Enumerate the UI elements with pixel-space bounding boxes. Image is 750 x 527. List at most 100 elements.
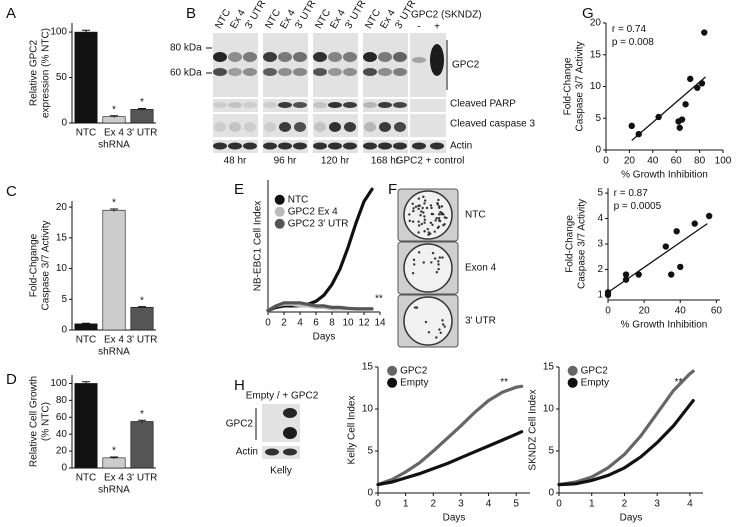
y-tick-label: 15 [362, 362, 374, 373]
legend-label: GPC2 [400, 365, 428, 376]
error-bar [82, 322, 90, 325]
blot-band [412, 57, 426, 63]
colony-label: 3' UTR [465, 316, 496, 327]
scatter-point [705, 212, 713, 220]
x-tick-label: 60 [711, 306, 723, 317]
y-axis-label: SKNDZ Cell Index [528, 389, 539, 470]
blot-band [313, 68, 327, 76]
annotation: ** [375, 293, 383, 304]
colony [434, 219, 437, 222]
blot-band [313, 142, 327, 150]
colony [439, 210, 442, 214]
y-tick-label: 10 [56, 263, 68, 274]
y-tick-label: 60 [56, 412, 68, 423]
colony [408, 219, 411, 223]
scatter-point [662, 243, 670, 250]
blot-band [228, 102, 242, 108]
panel-label: G [582, 5, 594, 22]
colony [431, 251, 435, 255]
lane-label: + [434, 22, 440, 33]
colony [414, 205, 418, 208]
blot-band [293, 102, 307, 108]
x-tick-label: 3 [654, 499, 660, 510]
blot-band [363, 52, 377, 62]
colony [445, 216, 448, 220]
x-tick-label: 3' UTR [127, 473, 158, 484]
blot-panel [213, 99, 258, 112]
blot-band [243, 52, 257, 62]
line-series [266, 301, 374, 313]
error-bar [110, 115, 118, 118]
legend-marker [274, 218, 285, 229]
colony [437, 213, 441, 216]
blot-band [213, 68, 227, 76]
y-tick-label: 15 [590, 49, 602, 60]
colony [433, 257, 437, 260]
blot-band [329, 122, 341, 132]
significance-mark: * [140, 295, 144, 306]
colony [422, 211, 425, 214]
blot-band [363, 102, 377, 108]
colony [423, 215, 426, 218]
colony [417, 224, 421, 227]
y-tick-label: 2 [597, 264, 603, 275]
colony [419, 214, 422, 217]
x-tick-label: 60 [671, 156, 683, 167]
colony [421, 206, 424, 210]
y-tick-label: 20 [590, 18, 602, 29]
scatter-point [677, 263, 684, 271]
x-tick-label: 3' UTR [127, 128, 158, 139]
blot-band [243, 102, 257, 108]
colony [417, 251, 421, 254]
colony [442, 224, 445, 227]
colony [424, 320, 428, 324]
line-series [376, 384, 524, 487]
bar [102, 116, 126, 124]
legend-label: Empty [400, 377, 428, 388]
scatter-point [673, 228, 680, 235]
blot-band [243, 68, 257, 76]
bar [130, 421, 154, 469]
colony [422, 195, 425, 199]
blot-band [278, 68, 292, 76]
x-axis-label: shRNA [98, 140, 130, 151]
panel-label: E [234, 181, 244, 198]
blot-panel [213, 114, 258, 137]
y-tick-label: 0 [61, 463, 67, 474]
colony [430, 261, 433, 264]
legend-label: GPC2 3' UTR [288, 218, 349, 229]
colony-label: Exon 4 [465, 263, 497, 274]
x-tick-label: 4 [486, 499, 492, 510]
blot-band [279, 122, 291, 132]
blot-band [328, 52, 342, 62]
blot-title: Empty / + GPC2 [246, 391, 319, 402]
colony [431, 212, 435, 216]
fit-line [631, 76, 706, 141]
y-tick-label: 5 [548, 446, 554, 457]
colony [427, 233, 430, 236]
x-axis-label: % Growth Inhibition [621, 170, 708, 181]
x-tick-label: 0 [603, 156, 609, 167]
colony [436, 226, 440, 230]
error-bar [82, 381, 90, 386]
colony [438, 205, 441, 208]
y-tick-label: 5 [61, 294, 67, 305]
blot-panel [313, 33, 358, 97]
blot-band [363, 142, 377, 150]
x-tick-label: 2 [622, 499, 628, 510]
colony [441, 256, 444, 259]
marker-label: 60 kDa [170, 68, 202, 79]
bar [102, 209, 126, 331]
blot-band [328, 102, 342, 108]
x-tick-label: 14 [374, 318, 386, 329]
x-axis-label: % Growth Inhibition [621, 320, 708, 331]
y-axis-label: Relative Cell Growth [29, 376, 40, 467]
y-tick-label: 5 [597, 188, 603, 199]
y-tick-label: 15 [56, 232, 68, 243]
colony [436, 203, 440, 206]
colony [417, 207, 420, 211]
colony [435, 271, 439, 274]
colony [441, 323, 445, 326]
y-tick-label: 5 [595, 113, 601, 124]
